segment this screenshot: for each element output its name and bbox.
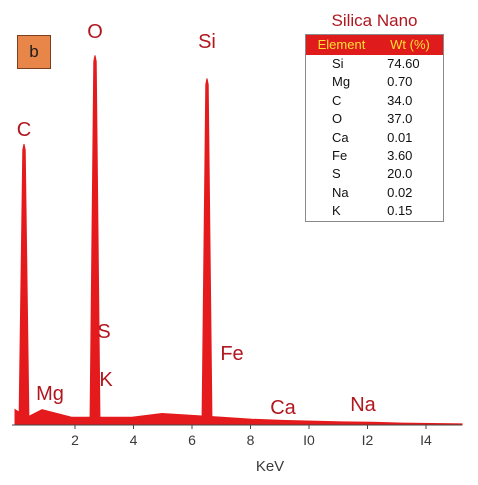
x-axis: 2 4 6 8 I0 I2 I4 KeV: [12, 424, 462, 475]
x-tick-label: 6: [188, 432, 196, 448]
cell-element: S: [332, 166, 341, 182]
cell-element: C: [332, 92, 342, 108]
table-row: Fe 3.60: [306, 147, 443, 165]
cell-wt: 74.60: [387, 56, 420, 71]
header-wt: Wt (%): [390, 37, 430, 52]
cell-wt: 0.02: [387, 184, 413, 200]
table-row: Si 74.60: [306, 55, 443, 73]
spectrum-baseline: [14, 408, 463, 426]
cell-wt: 3.60: [387, 147, 413, 163]
composition-title: Silica Nano: [331, 11, 418, 30]
peak-label-s: S: [97, 321, 110, 343]
x-axis-title: KeV: [256, 458, 284, 475]
cell-wt: 20.0: [387, 166, 413, 182]
cell-element: O: [332, 111, 343, 127]
panel-label: b: [29, 42, 39, 61]
cell-wt: 0.70: [387, 74, 413, 90]
composition-grid: Element Wt (%) Si 74.60 Mg 0.70 C 34.0 O 37.…: [305, 34, 444, 222]
table-row: K 0.15: [306, 202, 443, 220]
cell-element: Na: [332, 184, 349, 200]
table-row: O 37.0: [306, 110, 443, 128]
peak-c: [18, 143, 30, 426]
composition-header-row: Element Wt (%): [306, 35, 443, 55]
x-tick-label: I0: [303, 432, 315, 448]
x-tick-label: I2: [362, 432, 374, 448]
composition-table: Silica Nano Element Wt (%) Si 74.60 Mg 0.7…: [305, 8, 444, 222]
panel-label-badge: b: [17, 35, 51, 69]
table-row: Ca 0.01: [306, 129, 443, 147]
cell-element: Ca: [332, 129, 349, 145]
peak-label-ca: Ca: [270, 397, 296, 419]
peak-label-o: O: [87, 21, 103, 43]
cell-element: K: [332, 203, 341, 219]
peak-label-fe: Fe: [220, 343, 243, 365]
cell-wt: 37.0: [387, 111, 413, 127]
table-row: S 20.0: [306, 165, 443, 183]
table-row: Mg 0.70: [306, 73, 443, 91]
table-row: C 34.0: [306, 92, 443, 110]
cell-wt: 34.0: [387, 92, 413, 108]
x-tick-label: 2: [71, 432, 79, 448]
peak-label-k: K: [99, 369, 113, 391]
x-tick-label: 8: [247, 432, 255, 448]
cell-wt: 0.01: [387, 129, 413, 145]
cell-element: Fe: [332, 147, 348, 163]
cell-element: Mg: [332, 74, 351, 90]
peak-si: [201, 78, 213, 426]
peak-label-si: Si: [198, 31, 216, 53]
peak-label-c: C: [17, 119, 31, 141]
x-tick-label: I4: [420, 432, 432, 448]
cell-element: Si: [332, 56, 344, 71]
x-tick-label: 4: [130, 432, 138, 448]
composition-body: Si 74.60 Mg 0.70 C 34.0 O 37.0 Ca 0.01 Fe 3.60…: [306, 55, 443, 221]
header-element: Element: [317, 37, 366, 52]
cell-wt: 0.15: [387, 203, 413, 219]
table-row: Na 0.02: [306, 184, 443, 202]
peak-label-mg: Mg: [36, 383, 64, 405]
peak-label-na: Na: [350, 394, 376, 416]
